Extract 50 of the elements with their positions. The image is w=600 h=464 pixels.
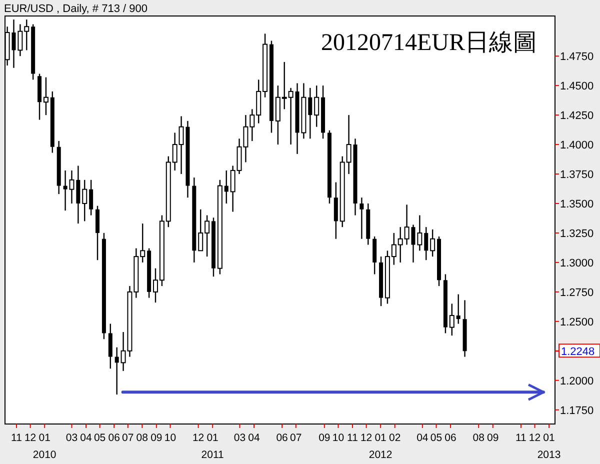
y-tick-label: 1.4000	[560, 140, 594, 152]
x-tick-label: 06	[444, 432, 457, 444]
x-tick-label: 04	[80, 432, 92, 444]
y-tick-label: 1.3000	[560, 257, 594, 270]
x-tick-label: 12	[360, 432, 372, 444]
x-tick-label: 11	[515, 432, 527, 444]
x-tick-label: 10	[164, 432, 176, 444]
y-tick-label: 1.2500	[560, 316, 594, 328]
y-tick-label: 1.2750	[560, 286, 594, 299]
x-tick-label: 05	[94, 432, 106, 444]
x-tick-label: 04	[416, 432, 428, 444]
y-tick-label: 1.3750	[560, 169, 594, 182]
x2-tick-label: 2012	[368, 449, 392, 461]
x-tick-label: 02	[388, 432, 401, 444]
x-tick-label: 01	[38, 432, 51, 444]
x-tick-label: 12	[24, 432, 36, 444]
text: 20120714EUR日線圖	[321, 30, 537, 56]
x-tick-label: 09	[150, 432, 162, 444]
x2-tick-label: 2013	[537, 449, 561, 461]
x-tick-label: 06	[276, 432, 288, 444]
y-tick-label: 1.1750	[560, 404, 594, 417]
x-tick-label: 03	[66, 432, 78, 444]
x-tick-label: 05	[430, 432, 442, 444]
x-tick-label: 12	[528, 432, 541, 444]
x-tick-label: 06	[108, 432, 120, 444]
x-tick-label: 03	[234, 432, 246, 444]
y-tick-label: 1.3250	[560, 228, 594, 240]
y-tick-label: 1.3500	[560, 198, 594, 210]
x-tick-label: 10	[332, 432, 344, 444]
y-tick-label: 1.4750	[560, 51, 594, 64]
x-tick-label: 07	[122, 432, 134, 444]
x-tick-label: 12	[192, 432, 204, 444]
x-tick-label: 07	[290, 432, 302, 444]
y-tick-label: 1.2000	[560, 375, 594, 388]
text: 1.2248	[561, 346, 595, 358]
x-tick-label: 11	[347, 432, 358, 444]
y-tick-label: 1.4250	[560, 110, 594, 122]
x-tick-label: 09	[487, 432, 499, 444]
x-tick-label: 09	[318, 432, 330, 444]
x2-tick-label: 2010	[32, 449, 56, 461]
x2-tick-label: 2011	[201, 449, 224, 461]
x-tick-label: 04	[248, 432, 260, 444]
x-tick-label: 08	[136, 432, 148, 444]
x-tick-label: 01	[374, 432, 387, 444]
y-tick-label: 1.4500	[560, 80, 594, 93]
chart-subtitle: EUR/USD , Daily, # 713 / 900	[4, 3, 148, 15]
x-tick-label: 08	[472, 432, 485, 444]
x-tick-label: 01	[543, 432, 556, 444]
x-tick-label: 01	[206, 432, 219, 444]
x-tick-label: 11	[11, 432, 22, 444]
